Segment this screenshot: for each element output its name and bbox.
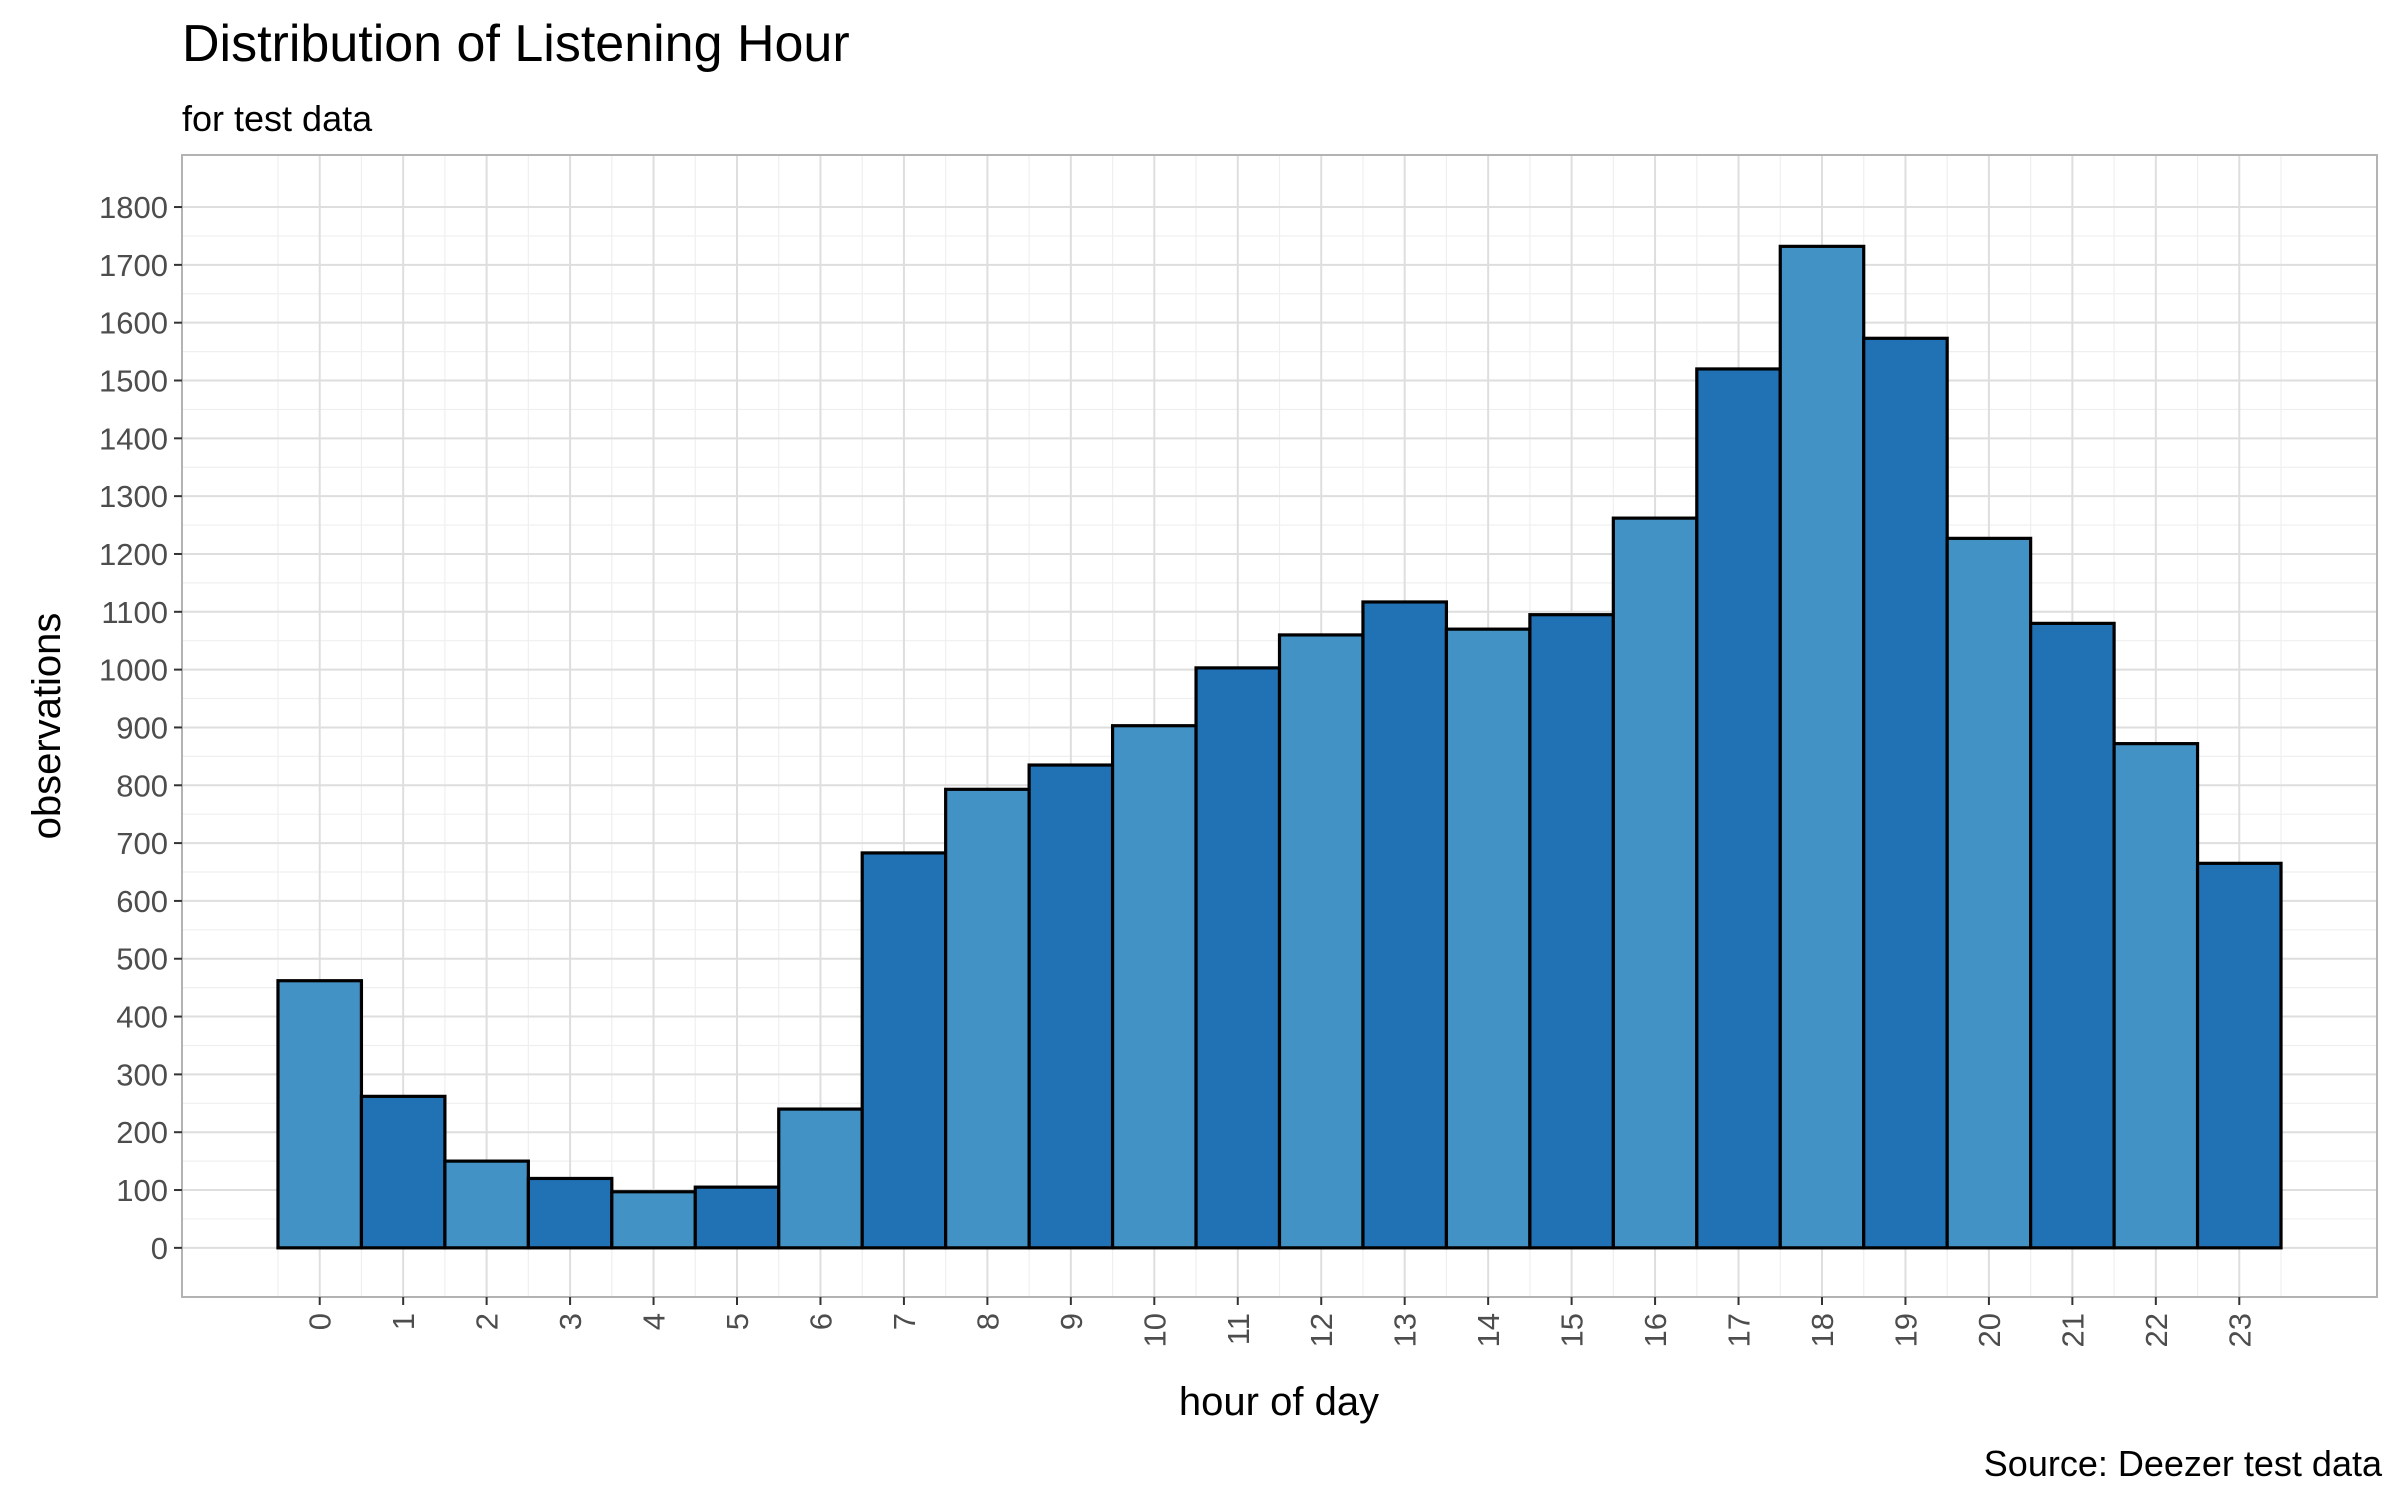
bar <box>276 979 364 1250</box>
bar <box>1862 336 1949 1250</box>
x-tick-label: 16 <box>1638 1313 1673 1347</box>
x-axis-ticks: 0 1 2 3 4 5 6 7 8 9 10 11 12 13 14 15 16 17 18 19 20 21 22 23 <box>303 1297 2257 1347</box>
y-tick-label: 300 <box>116 1057 168 1092</box>
y-tick-label: 1300 <box>99 479 168 514</box>
bar <box>359 1094 447 1250</box>
x-tick-label: 3 <box>553 1313 588 1330</box>
x-tick-label: 18 <box>1805 1313 1840 1347</box>
x-tick-label: 5 <box>720 1313 755 1330</box>
y-tick-label: 0 <box>151 1231 168 1266</box>
x-tick-label: 19 <box>1888 1313 1923 1347</box>
bar <box>1945 536 2033 1250</box>
x-tick-label: 22 <box>2139 1313 2174 1347</box>
bar <box>944 787 1031 1250</box>
bar <box>2029 621 2116 1250</box>
chart-title: Distribution of Listening Hour <box>182 15 850 73</box>
bar <box>1528 613 1615 1250</box>
chart-subtitle: for test data <box>182 98 373 139</box>
bar <box>1361 600 1449 1250</box>
panel-border <box>181 154 2378 1298</box>
bar <box>443 1159 530 1250</box>
x-tick-label: 6 <box>803 1313 838 1330</box>
x-tick-label: 10 <box>1137 1313 1172 1347</box>
x-tick-label: 11 <box>1221 1313 1256 1345</box>
bar <box>610 1190 697 1250</box>
bar <box>1194 666 1282 1250</box>
x-tick-label: 12 <box>1304 1313 1339 1347</box>
y-tick-label: 200 <box>116 1115 168 1150</box>
y-tick-label: 1500 <box>99 364 168 399</box>
bar <box>1277 633 1365 1250</box>
x-tick-label: 23 <box>2222 1313 2257 1347</box>
bar <box>526 1176 614 1250</box>
x-tick-label: 4 <box>637 1313 672 1330</box>
y-tick-label: 100 <box>116 1173 168 1208</box>
y-tick-label: 1100 <box>101 595 168 630</box>
bar <box>1778 244 1866 1250</box>
bar <box>2112 742 2200 1250</box>
x-tick-label: 8 <box>970 1313 1005 1330</box>
bar <box>777 1107 864 1250</box>
x-tick-label: 13 <box>1388 1313 1423 1347</box>
bar <box>693 1185 781 1250</box>
y-tick-label: 1000 <box>99 653 168 688</box>
x-tick-label: 20 <box>1972 1313 2007 1347</box>
y-tick-label: 1800 <box>99 190 168 225</box>
y-tick-label: 500 <box>116 942 168 977</box>
y-tick-label: 1200 <box>99 537 168 572</box>
x-axis-title: hour of day <box>1179 1380 1379 1424</box>
y-tick-label: 800 <box>116 768 168 803</box>
bar <box>1110 724 1198 1250</box>
x-tick-label: 21 <box>2055 1313 2090 1347</box>
y-tick-label: 1700 <box>99 248 168 283</box>
y-tick-label: 600 <box>116 884 168 919</box>
y-tick-label: 1400 <box>99 421 168 456</box>
x-tick-label: 17 <box>1722 1313 1757 1347</box>
x-tick-label: 9 <box>1054 1313 1089 1330</box>
y-tick-label: 400 <box>116 1000 168 1035</box>
bar <box>1027 763 1115 1250</box>
chart-caption: Source: Deezer test data <box>1983 1443 2382 1484</box>
y-tick-label: 1600 <box>99 306 168 341</box>
x-tick-label: 14 <box>1471 1313 1506 1347</box>
x-tick-label: 0 <box>303 1313 338 1330</box>
bar <box>860 851 948 1250</box>
y-tick-label: 900 <box>116 710 168 745</box>
bars <box>276 244 2283 1250</box>
bar <box>1695 367 1782 1250</box>
x-tick-label: 7 <box>887 1313 922 1330</box>
bar <box>2195 861 2283 1250</box>
bar <box>1611 516 1699 1250</box>
x-tick-label: 15 <box>1555 1313 1590 1347</box>
y-axis-title: observations <box>25 613 69 840</box>
bar <box>1444 627 1532 1250</box>
x-tick-label: 2 <box>470 1313 505 1330</box>
y-axis-ticks: 0 100 200 300 400 500 600 700 800 900 1000 1100 1200… <box>99 190 182 1266</box>
y-tick-label: 700 <box>116 826 168 861</box>
x-tick-label: 1 <box>386 1313 421 1330</box>
